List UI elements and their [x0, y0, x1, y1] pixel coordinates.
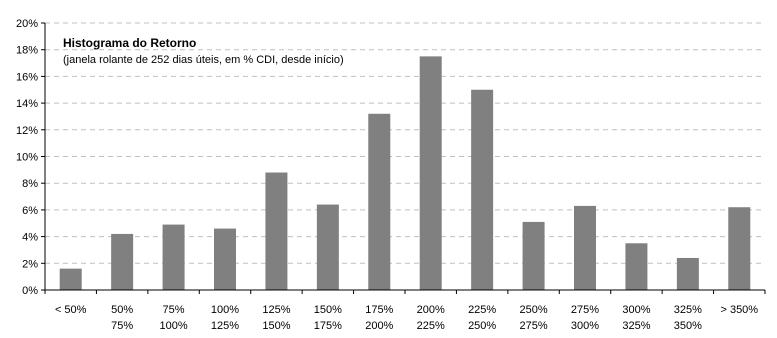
- y-tick-label: 16%: [16, 71, 38, 83]
- x-tick-label: < 50%: [55, 304, 87, 316]
- y-tick-label: 2%: [22, 258, 38, 270]
- x-tick-label: 100%: [160, 320, 188, 332]
- bar: [111, 233, 134, 290]
- x-tick-label: 250%: [468, 320, 496, 332]
- bar: [59, 268, 82, 290]
- y-tick-label: 0%: [22, 285, 38, 297]
- x-tick-label: 275%: [571, 304, 599, 316]
- y-tick-label: 10%: [16, 152, 38, 164]
- x-tick-label: 325%: [674, 304, 702, 316]
- x-tick-labels: < 50% 50% 75% 75% 100% 100% 125% 125% 150% 150% 17…: [55, 304, 758, 332]
- y-tick-label: 20%: [16, 18, 38, 30]
- x-tick-label: 175%: [365, 304, 393, 316]
- bar: [316, 204, 339, 290]
- x-tick-label: 100%: [211, 304, 239, 316]
- x-tick-label: 225%: [417, 320, 445, 332]
- y-tick-label: 14%: [16, 98, 38, 110]
- x-tick-label: 75%: [111, 320, 133, 332]
- y-tick-labels: 0% 2% 4% 6% 8% 10% 12% 14% 16% 18% 20%: [16, 18, 38, 297]
- axes: [41, 22, 766, 294]
- y-tick-label: 4%: [22, 232, 38, 244]
- bar: [419, 56, 442, 290]
- x-tick-label: 200%: [417, 304, 445, 316]
- x-tick-label: 250%: [520, 304, 548, 316]
- x-tick-label: 350%: [674, 320, 702, 332]
- x-tick-label: 50%: [111, 304, 133, 316]
- x-tick-label: 125%: [262, 304, 290, 316]
- x-tick-label: 275%: [520, 320, 548, 332]
- y-tick-label: 18%: [16, 45, 38, 57]
- x-tick-label: 125%: [211, 320, 239, 332]
- bar: [162, 224, 185, 290]
- x-tick-label: > 350%: [720, 304, 758, 316]
- bar: [368, 113, 391, 290]
- bar: [728, 207, 751, 290]
- y-tick-label: 8%: [22, 178, 38, 190]
- bars: [59, 56, 751, 290]
- bar: [214, 228, 236, 290]
- bar: [265, 172, 288, 290]
- bar: [574, 205, 596, 290]
- x-tick-label: 150%: [262, 320, 290, 332]
- x-tick-label: 300%: [622, 304, 650, 316]
- x-tick-label: 200%: [365, 320, 393, 332]
- y-tick-label: 12%: [16, 125, 38, 137]
- bar: [676, 257, 699, 290]
- x-tick-label: 175%: [314, 320, 342, 332]
- x-tick-label: 225%: [468, 304, 496, 316]
- x-tick-label: 75%: [163, 304, 185, 316]
- chart-subtitle: (janela rolante de 252 dias úteis, em % …: [63, 54, 344, 66]
- x-tick-label: 325%: [622, 320, 650, 332]
- chart-title: Histograma do Retorno: [63, 36, 196, 50]
- gridlines: [45, 22, 765, 264]
- bar: [471, 89, 494, 290]
- x-tick-label: 300%: [571, 320, 599, 332]
- bar: [522, 221, 545, 290]
- bar: [625, 243, 648, 290]
- y-tick-label: 6%: [22, 205, 38, 217]
- x-tick-label: 150%: [314, 304, 342, 316]
